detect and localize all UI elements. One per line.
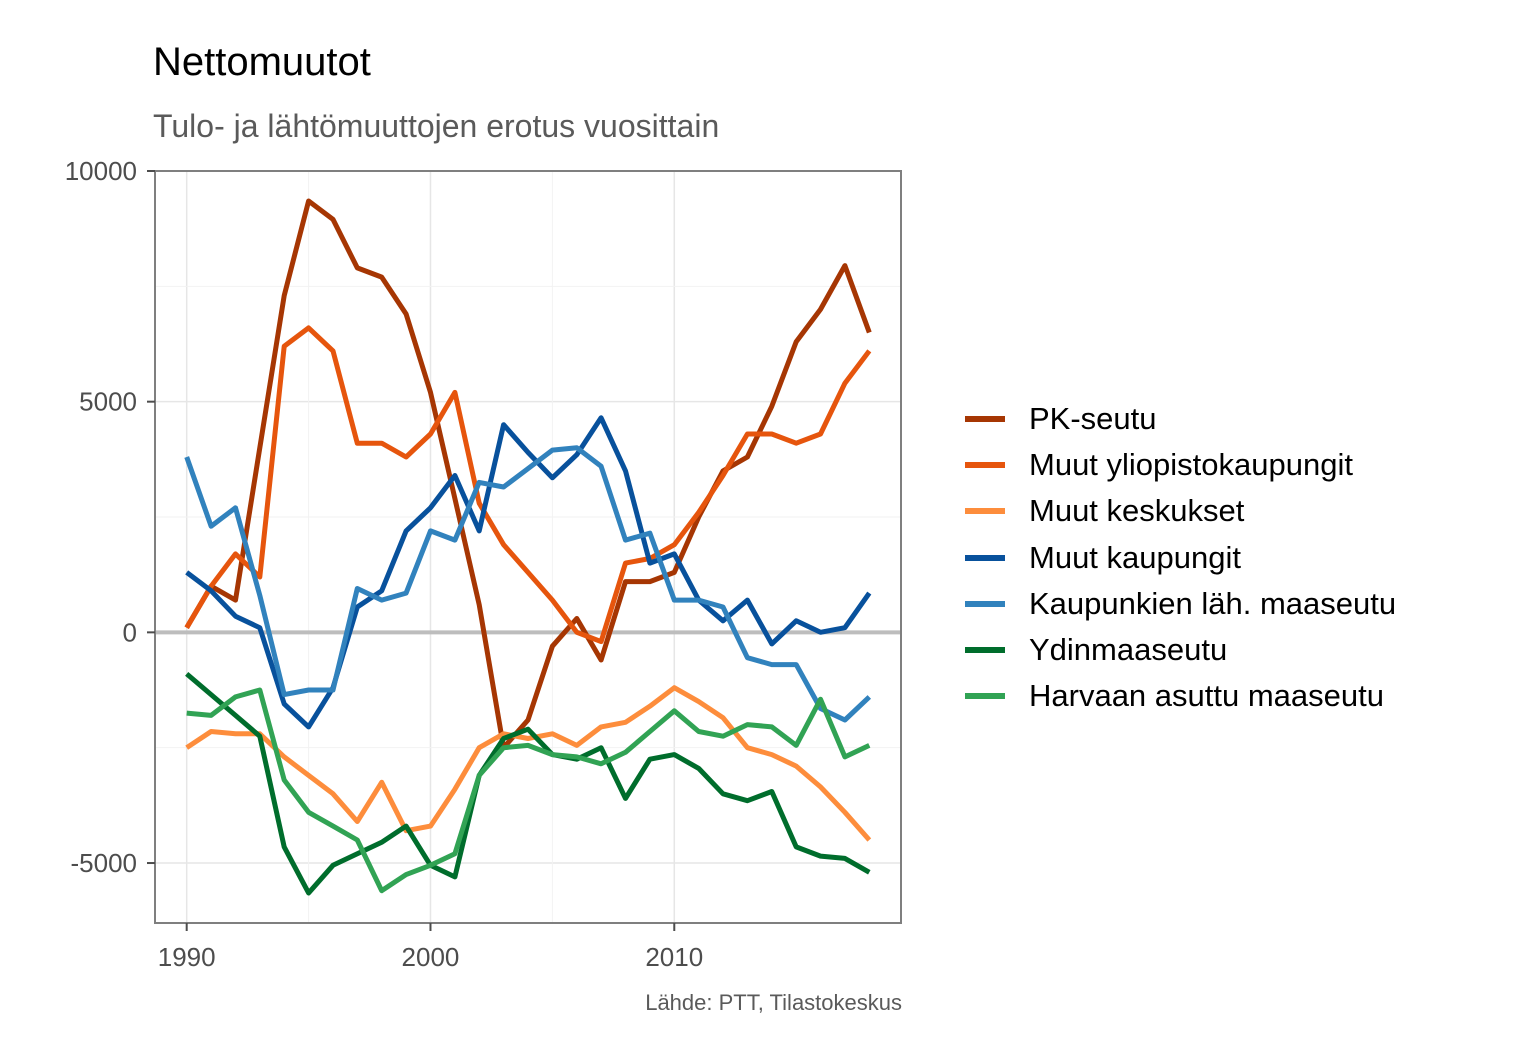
plot-border bbox=[154, 170, 902, 924]
legend-item: Ydinmaaseutu bbox=[965, 627, 1396, 673]
series-line-3 bbox=[185, 685, 872, 842]
y-tick-label: -5000 bbox=[71, 848, 138, 878]
legend-swatch bbox=[965, 462, 1005, 469]
legend-item: PK-seutu bbox=[965, 396, 1396, 442]
legend-label: Harvaan asuttu maaseutu bbox=[1029, 678, 1384, 714]
legend-label: Kaupunkien läh. maaseutu bbox=[1029, 585, 1397, 621]
axes: -5000 0 5000 10000 1990 2000 2010 bbox=[65, 156, 704, 972]
legend-swatch bbox=[965, 647, 1005, 654]
legend-item: Muut yliopistokaupungit bbox=[965, 442, 1396, 488]
legend-label: Muut yliopistokaupungit bbox=[1029, 447, 1353, 483]
series-line-4 bbox=[185, 415, 872, 730]
legend-item: Kaupunkien läh. maaseutu bbox=[965, 581, 1396, 627]
legend-label: Muut kaupungit bbox=[1029, 539, 1241, 575]
series-line-5 bbox=[184, 445, 872, 723]
legend-item: Muut keskukset bbox=[965, 488, 1396, 534]
series-line-7 bbox=[186, 687, 871, 894]
legend-swatch bbox=[965, 554, 1005, 561]
series-layer bbox=[184, 198, 872, 896]
grid bbox=[155, 170, 901, 923]
y-tick-label: 5000 bbox=[79, 387, 137, 417]
y-tick-label: 0 bbox=[123, 617, 137, 647]
legend-item: Harvaan asuttu maaseutu bbox=[965, 673, 1396, 719]
x-tick-label: 1990 bbox=[158, 942, 216, 972]
legend-label: Muut keskukset bbox=[1029, 493, 1245, 529]
series-line-1 bbox=[184, 198, 872, 751]
x-tick-label: 2010 bbox=[645, 942, 703, 972]
y-tick-label: 10000 bbox=[65, 156, 137, 186]
series-line-6 bbox=[185, 671, 871, 896]
legend-swatch bbox=[965, 600, 1005, 607]
legend: PK-seutu Muut yliopistokaupungit Muut kesk… bbox=[965, 396, 1396, 719]
legend-swatch bbox=[965, 416, 1005, 423]
legend-swatch bbox=[965, 508, 1005, 515]
legend-label: PK-seutu bbox=[1029, 401, 1157, 437]
legend-label: Ydinmaaseutu bbox=[1029, 632, 1228, 668]
chart-caption: Lähde: PTT, Tilastokeskus bbox=[645, 990, 902, 1015]
series-line-2 bbox=[184, 325, 872, 645]
legend-swatch bbox=[965, 693, 1005, 700]
legend-item: Muut kaupungit bbox=[965, 535, 1396, 581]
chart-title: Nettomuutot bbox=[153, 40, 371, 84]
x-tick-label: 2000 bbox=[402, 942, 460, 972]
chart-subtitle: Tulo- ja lähtömuuttojen erotus vuosittai… bbox=[153, 108, 720, 144]
